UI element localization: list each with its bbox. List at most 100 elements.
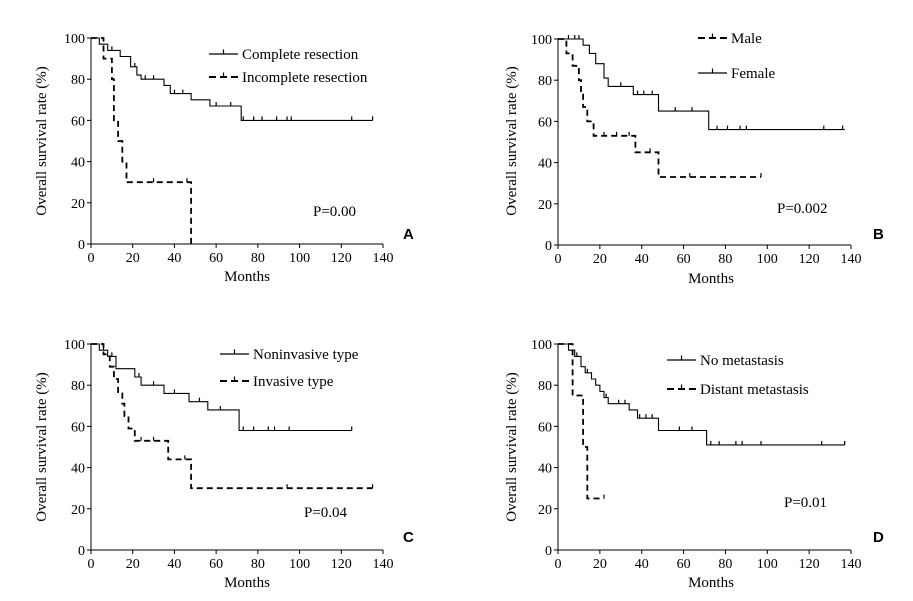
panel-c-x-tick-label-2: 40 [167, 557, 181, 572]
panel-d: 0 20 40 60 80 100 120 140 0 20 40 60 80 100 Overall s… [504, 338, 884, 591]
panel-c-y-tick-label-1: 20 [71, 503, 85, 518]
panel-a-plot [91, 37, 374, 244]
panel-a-letter: A [403, 226, 414, 243]
panel-b-legend: Male Female [698, 31, 775, 82]
panel-b-x-tick-label-1: 20 [593, 252, 607, 267]
panel-b: 0 20 40 60 80 100 120 140 0 20 40 60 80 100 Overall s… [504, 31, 884, 287]
panel-a-y-axis-title: Overall survival rate (%) [34, 66, 50, 216]
panel-d-x-tick-label-5: 100 [757, 557, 778, 572]
panel-c-plot [91, 343, 374, 490]
panel-b-x-tick-label-0: 0 [555, 252, 562, 267]
panel-c-p-value: P=0.04 [304, 505, 348, 521]
panel-a-y-tick-label-5: 100 [64, 32, 85, 47]
panel-c-y-tick-label-3: 60 [71, 420, 85, 435]
panel-d-legend-label-0: No metastasis [700, 353, 784, 369]
panel-a-axes: 0 20 40 60 80 100 120 140 0 20 40 60 80 100 [64, 32, 394, 266]
panel-c: 0 20 40 60 80 100 120 140 0 20 40 60 80 100 Overall s… [34, 338, 414, 591]
panel-d-y-tick-label-2: 40 [538, 462, 552, 477]
panel-b-y-tick-label-4: 80 [538, 74, 552, 89]
panel-a-y-tick-label-4: 80 [71, 73, 85, 88]
panel-b-letter: B [873, 226, 884, 243]
panel-a-p-value: P=0.00 [313, 204, 356, 220]
panel-a-series-1-curve [91, 37, 192, 244]
panel-a-legend-label-1: Incomplete resection [242, 70, 368, 86]
panel-b-legend-label-1: Female [731, 66, 775, 82]
panel-b-x-tick-label-3: 60 [677, 252, 691, 267]
panel-c-legend-label-1: Invasive type [253, 374, 334, 390]
panel-b-y-tick-label-0: 0 [545, 239, 552, 254]
panel-d-y-tick-label-5: 100 [531, 338, 552, 353]
panel-c-x-tick-label-6: 120 [331, 557, 352, 572]
panel-c-x-tick-label-7: 140 [373, 557, 394, 572]
panel-c-legend-label-0: Noninvasive type [253, 347, 359, 363]
panel-d-x-tick-label-7: 140 [841, 557, 862, 572]
panel-c-x-tick-label-4: 80 [251, 557, 265, 572]
panel-a-x-tick-label-6: 120 [331, 251, 352, 266]
panel-a-x-tick-label-3: 60 [209, 251, 223, 266]
panel-a-legend-label-0: Complete resection [242, 47, 359, 63]
panel-a-x-tick-label-5: 100 [289, 251, 310, 266]
panel-a-legend: Complete resection Incomplete resection [209, 47, 368, 86]
panel-b-x-tick-label-4: 80 [718, 252, 732, 267]
panel-c-letter: C [403, 529, 414, 546]
panel-d-x-tick-label-0: 0 [555, 557, 562, 572]
panel-c-x-tick-label-5: 100 [289, 557, 310, 572]
panel-d-x-axis-title: Months [688, 575, 734, 591]
panel-c-x-tick-label-3: 60 [209, 557, 223, 572]
panel-a-y-tick-label-1: 20 [71, 197, 85, 212]
panel-c-y-tick-label-0: 0 [78, 544, 85, 559]
panel-b-legend-label-0: Male [731, 31, 762, 47]
panel-c-y-tick-label-5: 100 [64, 338, 85, 353]
panel-b-y-tick-label-3: 60 [538, 115, 552, 130]
panel-d-letter: D [873, 529, 884, 546]
panel-a-y-tick-label-0: 0 [78, 238, 85, 253]
panel-b-y-tick-label-1: 20 [538, 198, 552, 213]
panel-d-legend: No metastasis Distant metastasis [667, 353, 809, 398]
panel-b-x-axis-title: Months [688, 271, 734, 287]
panel-d-plot [558, 343, 846, 500]
panel-b-axes: 0 20 40 60 80 100 120 140 0 20 40 60 80 100 [531, 33, 862, 267]
panel-a-x-tick-label-4: 80 [251, 251, 265, 266]
panel-a-series-0-curve [91, 37, 373, 121]
panel-c-x-tick-label-0: 0 [88, 557, 95, 572]
panel-d-x-tick-label-3: 60 [677, 557, 691, 572]
panel-d-x-tick-label-2: 40 [635, 557, 649, 572]
panel-d-y-tick-label-0: 0 [545, 544, 552, 559]
panel-a-x-tick-label-7: 140 [373, 251, 394, 266]
panel-c-y-tick-label-2: 40 [71, 462, 85, 477]
panel-a-x-tick-label-2: 40 [167, 251, 181, 266]
panel-b-x-tick-label-5: 100 [757, 252, 778, 267]
panel-d-series-1-curve [558, 343, 604, 500]
panel-d-y-tick-label-3: 60 [538, 420, 552, 435]
panel-b-p-value: P=0.002 [777, 201, 828, 217]
panel-b-x-tick-label-6: 120 [799, 252, 820, 267]
panel-c-axes: 0 20 40 60 80 100 120 140 0 20 40 60 80 100 [64, 338, 394, 572]
panel-d-x-tick-label-6: 120 [799, 557, 820, 572]
panel-b-y-axis-title: Overall survival rate (%) [504, 66, 520, 216]
panel-b-series-0-curve [558, 38, 761, 178]
panel-d-y-tick-label-1: 20 [538, 503, 552, 518]
panel-c-y-axis-title: Overall survival rate (%) [34, 372, 50, 522]
panel-a: 0 20 40 60 80 100 120 140 0 20 40 60 80 100 Overall s… [34, 32, 414, 285]
panel-b-series-1-curve [558, 38, 845, 131]
panel-a-y-tick-label-3: 60 [71, 114, 85, 129]
panel-c-series-1-curve [91, 343, 373, 490]
panel-a-x-axis-title: Months [224, 269, 270, 285]
panel-d-x-tick-label-1: 20 [593, 557, 607, 572]
panel-d-series-0-curve [558, 343, 845, 446]
panel-b-x-tick-label-2: 40 [635, 252, 649, 267]
panel-b-plot [558, 35, 845, 178]
panel-a-y-tick-label-2: 40 [71, 156, 85, 171]
panel-b-x-tick-label-7: 140 [841, 252, 862, 267]
panel-d-x-tick-label-4: 80 [718, 557, 732, 572]
panel-d-legend-label-1: Distant metastasis [700, 382, 809, 398]
panel-d-axes: 0 20 40 60 80 100 120 140 0 20 40 60 80 100 [531, 338, 862, 572]
panel-d-p-value: P=0.01 [784, 495, 827, 511]
panel-c-y-tick-label-4: 80 [71, 379, 85, 394]
panel-c-legend: Noninvasive type Invasive type [220, 347, 359, 390]
panel-d-y-axis-title: Overall survival rate (%) [504, 372, 520, 522]
panel-c-x-axis-title: Months [224, 575, 270, 591]
panel-c-series-0-curve [91, 343, 352, 432]
panel-b-y-tick-label-2: 40 [538, 157, 552, 172]
